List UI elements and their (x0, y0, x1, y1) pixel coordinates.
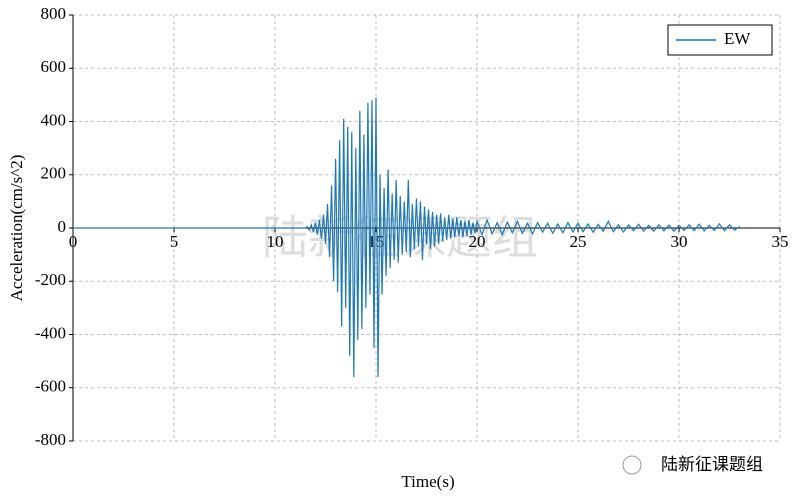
y-tick-label: 200 (41, 164, 67, 183)
y-axis-label: Acceleration(cm/s^2) (7, 155, 26, 302)
x-tick-label: 35 (772, 232, 789, 251)
y-tick-label: -600 (35, 377, 66, 396)
x-axis-label: Time(s) (401, 472, 454, 491)
data-line (73, 97, 740, 378)
y-tick-label: -200 (35, 270, 66, 289)
footer-icon (622, 455, 642, 475)
y-tick-label: 0 (58, 217, 67, 236)
x-tick-label: 25 (570, 232, 587, 251)
y-tick-label: -800 (35, 430, 66, 449)
footer-text: 陆新征课题组 (661, 455, 763, 475)
x-tick-label: 10 (267, 232, 284, 251)
x-tick-label: 15 (368, 232, 385, 251)
x-tick-label: 20 (469, 232, 486, 251)
x-tick-label: 5 (170, 232, 179, 251)
y-tick-label: 800 (41, 4, 67, 23)
legend-label: EW (724, 29, 751, 48)
x-tick-label: 30 (671, 232, 688, 251)
y-tick-label: 600 (41, 57, 67, 76)
y-tick-label: 400 (41, 110, 67, 129)
y-tick-label: -400 (35, 323, 66, 342)
